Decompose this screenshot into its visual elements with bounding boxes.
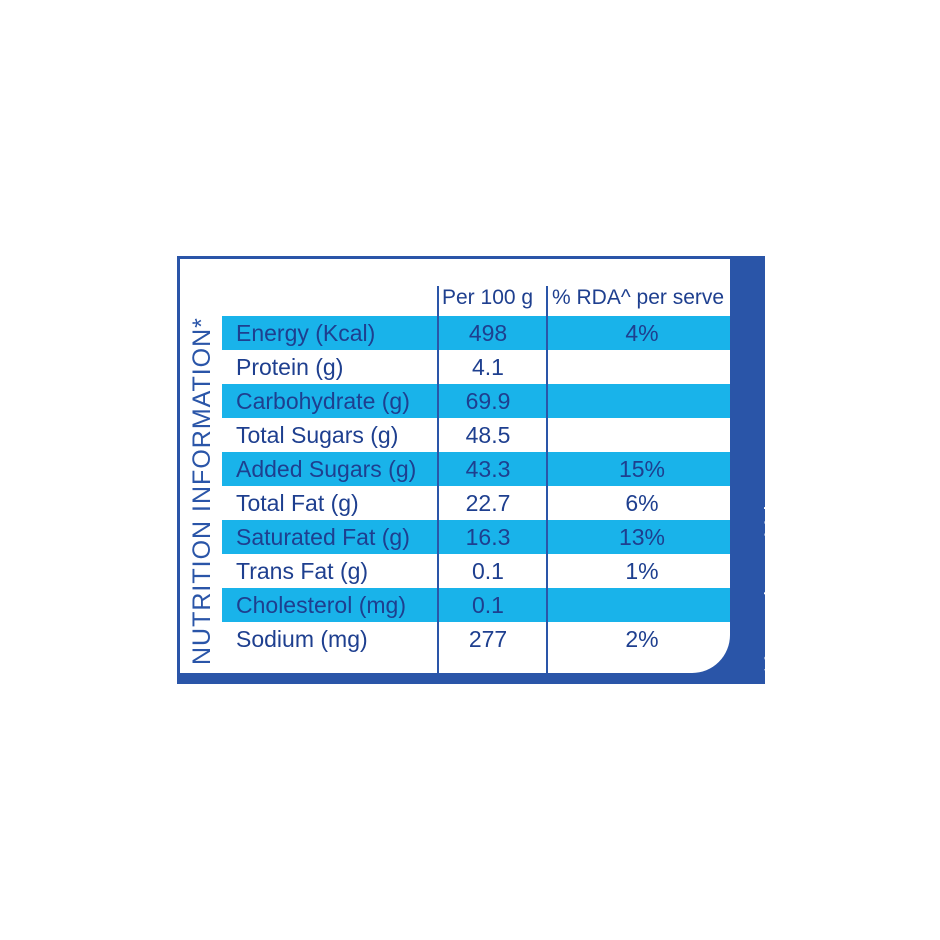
per-100g-value: 48.5 — [465, 422, 511, 448]
column-divider — [546, 286, 548, 673]
nutrient-name: Energy (Kcal) — [236, 320, 376, 346]
rda-value: 15% — [618, 456, 666, 482]
nutrient-name: Saturated Fat (g) — [236, 524, 410, 550]
header-rda: % RDA^ per serve — [552, 286, 725, 309]
per-100g-value: 498 — [468, 320, 508, 346]
footnote: *Approximate Values — [760, 470, 785, 674]
nutrient-name: Protein (g) — [236, 354, 344, 380]
nutrient-name: Total Sugars (g) — [236, 422, 399, 448]
rda-value: 1% — [625, 558, 659, 584]
rda-value: 6% — [625, 490, 659, 516]
table-row: Saturated Fat (g) 16.3 13% — [222, 520, 730, 554]
per-100g-value: 0.1 — [472, 592, 504, 618]
table-row: Protein (g) 4.1 — [222, 350, 730, 384]
header-per-100g: Per 100 g — [442, 286, 534, 309]
per-100g-value: 22.7 — [465, 490, 511, 516]
nutrient-name: Added Sugars (g) — [236, 456, 417, 482]
nutrient-name: Carbohydrate (g) — [236, 388, 410, 414]
nutrient-name: Total Fat (g) — [236, 490, 359, 516]
per-100g-value: 4.1 — [472, 354, 504, 380]
nutrition-panel: NUTRITION INFORMATION* Per 100 g % RDA^ … — [177, 256, 785, 684]
nutrient-name: Cholesterol (mg) — [236, 592, 406, 618]
rda-value: 4% — [625, 320, 659, 346]
nutrient-name: Trans Fat (g) — [236, 558, 369, 584]
table-row: Added Sugars (g) 43.3 15% — [222, 452, 730, 486]
per-100g-value: 43.3 — [465, 456, 511, 482]
per-100g-value: 277 — [468, 626, 508, 652]
table-row: Cholesterol (mg) 0.1 — [222, 588, 730, 622]
nutrition-table: NUTRITION INFORMATION* Per 100 g % RDA^ … — [180, 259, 730, 673]
rda-value: 2% — [625, 626, 659, 652]
table-row: Trans Fat (g) 0.1 1% — [222, 554, 730, 588]
column-divider — [437, 286, 439, 673]
per-100g-value: 69.9 — [465, 388, 511, 414]
per-100g-value: 16.3 — [465, 524, 511, 550]
table-row: Energy (Kcal) 498 4% — [222, 316, 730, 350]
rda-value: 13% — [618, 524, 666, 550]
nutrient-name: Sodium (mg) — [236, 626, 368, 652]
table-row: Total Sugars (g) 48.5 — [222, 418, 730, 452]
table-row: Total Fat (g) 22.7 6% — [222, 486, 730, 520]
table-row: Carbohydrate (g) 69.9 — [222, 384, 730, 418]
per-100g-value: 0.1 — [472, 558, 504, 584]
table-row: Sodium (mg) 277 2% — [222, 622, 730, 656]
side-title: NUTRITION INFORMATION* — [188, 317, 216, 665]
